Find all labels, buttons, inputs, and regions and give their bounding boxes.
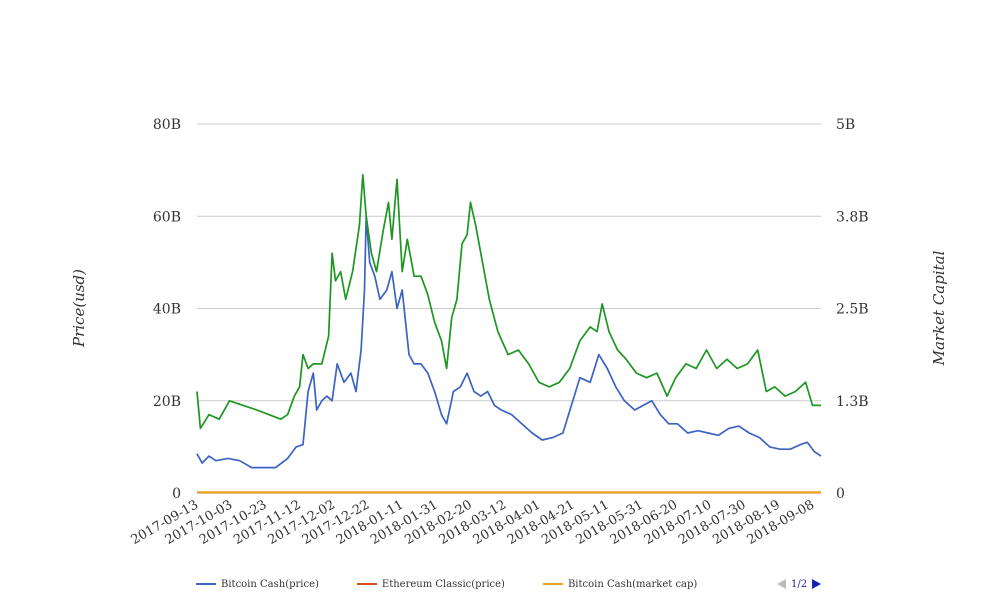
y-right-tick-label: 3.8B [836, 209, 869, 225]
y-axis-left-ticks: 0 20B 40B 60B 80B [153, 117, 181, 502]
y-left-tick-label: 40B [153, 302, 181, 318]
legend: Bitcoin Cash(price) Ethereum Classic(pri… [196, 576, 735, 592]
x-axis-ticks: 2017-09-132017-10-032017-10-232017-11-12… [129, 497, 817, 547]
y-axis-left-title: Price(usd) [70, 269, 88, 348]
legend-item-bitcoin-cash-price[interactable]: Bitcoin Cash(price) [196, 579, 319, 590]
legend-label: Ethereum Classic(price) [381, 578, 505, 590]
series-lines [196, 173, 822, 494]
y-left-tick-label: 20B [153, 394, 181, 410]
legend-label: Bitcoin Cash(market cap) [567, 578, 698, 590]
y-axis-right-ticks: 0 1.3B 2.5B 3.8B 5B [836, 117, 869, 502]
series-line-0 [196, 215, 822, 469]
y-right-tick-label: 1.3B [836, 394, 869, 410]
y-left-tick-label: 60B [153, 209, 181, 225]
y-right-tick-label: 0 [836, 486, 845, 502]
legend-item-ethereum-classic-price[interactable]: Ethereum Classic(price) [356, 578, 505, 590]
legend-label: Bitcoin Cash(price) [221, 578, 319, 590]
y-left-tick-label: 80B [153, 117, 181, 133]
previous-page-icon[interactable] [777, 579, 786, 589]
y-left-tick-label: 0 [172, 486, 181, 502]
legend-swatch [542, 583, 563, 585]
series-line-3 [196, 173, 821, 430]
next-page-icon[interactable] [812, 579, 822, 589]
y-right-tick-label: 2.5B [836, 302, 869, 318]
y-axis-right-title: Market Capital [930, 250, 948, 366]
legend-swatch [196, 583, 216, 585]
legend-pager: 1/2 [777, 576, 822, 592]
grid-lines [197, 123, 821, 402]
legend-swatch [356, 583, 377, 585]
legend-item-bitcoin-cash-market-cap[interactable]: Bitcoin Cash(market cap) [542, 578, 698, 590]
y-right-tick-label: 5B [836, 117, 855, 133]
page-indicator: 1/2 [791, 578, 808, 590]
